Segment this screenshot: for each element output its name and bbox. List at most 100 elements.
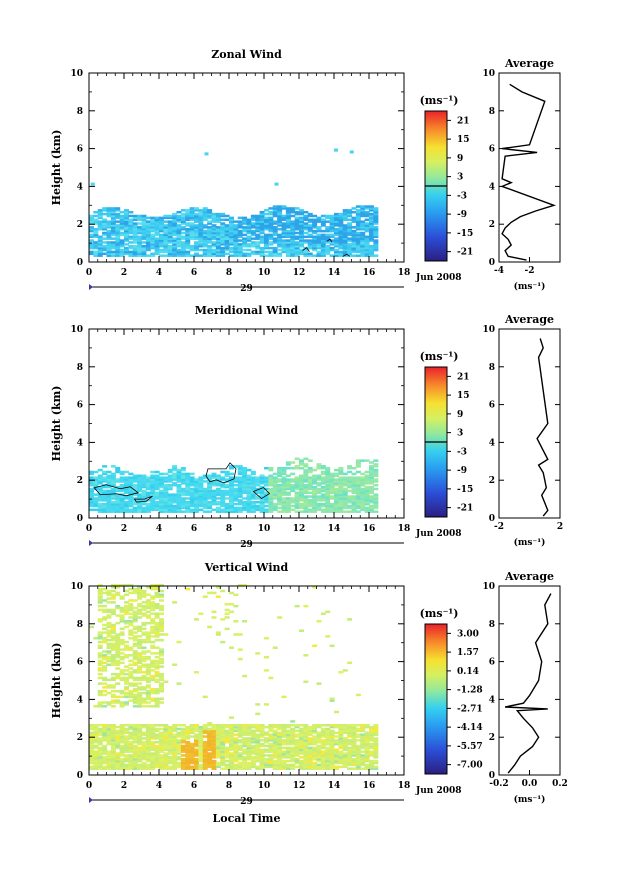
heatmap-cell [342, 229, 348, 233]
heatmap-cell [307, 746, 313, 750]
heatmap-cell [163, 733, 169, 736]
heatmap-cell [250, 729, 256, 733]
heatmap-cell [342, 744, 348, 748]
heatmap-cell [255, 733, 261, 736]
heatmap-cell [189, 748, 195, 752]
heatmap-cell [347, 767, 353, 770]
heatmap-cell [224, 489, 230, 493]
heatmap-cell [360, 226, 366, 229]
heatmap-cell [312, 226, 318, 229]
heatmap-cell [342, 500, 348, 504]
heatmap-cell [277, 207, 283, 210]
heatmap-cell [259, 218, 265, 222]
heatmap-cell [119, 510, 125, 513]
heatmap-cell [303, 654, 309, 657]
heatmap-cell [220, 500, 226, 504]
heatmap-cell [102, 757, 108, 761]
heatmap-cell [307, 499, 313, 502]
heatmap-cell [102, 246, 108, 250]
heatmap-cell [124, 510, 129, 513]
heatmap-cell [250, 756, 256, 759]
heatmap-cell [299, 735, 304, 738]
heatmap-cell [237, 485, 243, 489]
heatmap-cell [115, 508, 121, 512]
heatmap-cell [150, 659, 156, 663]
heatmap-cell [351, 476, 357, 479]
heatmap-cell [128, 737, 134, 740]
heatmap-cell [229, 757, 234, 761]
heatmap-cell [220, 493, 226, 496]
heatmap-cell [172, 759, 178, 763]
heatmap-cell [154, 746, 160, 750]
heatmap-cell [198, 731, 204, 735]
heatmap-cell [97, 499, 103, 502]
heatmap-cell [115, 737, 121, 740]
heatmap-cell [150, 229, 156, 233]
heatmap-cell [189, 231, 195, 235]
heatmap-cell [128, 502, 134, 506]
heatmap-cell [185, 224, 191, 227]
heatmap-cell [194, 487, 199, 491]
heatmap-cell [141, 606, 147, 610]
x-tick-label: 2 [121, 268, 127, 278]
heatmap-cell [299, 740, 304, 744]
heatmap-cell [220, 478, 226, 481]
heatmap-cell [106, 750, 112, 753]
colorbar-tick-label: 3 [457, 173, 463, 183]
heatmap-cell [185, 763, 191, 767]
heatmap-cell [132, 661, 138, 665]
heatmap-cell [334, 482, 339, 485]
heatmap-cell [347, 729, 353, 733]
heatmap-cell [163, 233, 169, 237]
heatmap-cell [132, 735, 138, 738]
heatmap-cell [303, 226, 309, 229]
heatmap-cell [272, 731, 278, 735]
heatmap-cell [303, 472, 309, 476]
heatmap-cell [264, 744, 269, 748]
heatmap-cell [294, 757, 300, 761]
heatmap-cell [233, 246, 239, 250]
heatmap-cell [215, 723, 221, 727]
heatmap-cell [347, 250, 353, 254]
heatmap-cell [159, 472, 164, 476]
heatmap-cell [207, 625, 213, 629]
heatmap-cell [132, 591, 138, 595]
heatmap-cell [316, 746, 322, 750]
heatmap-cell [154, 763, 160, 767]
heatmap-cell [124, 680, 129, 683]
heatmap-cell [303, 746, 309, 750]
heatmap-cell [185, 750, 191, 753]
heatmap-cell [102, 735, 108, 738]
heatmap-cell [176, 241, 182, 244]
heatmap-cell [150, 665, 156, 668]
heatmap-cell [373, 239, 379, 242]
heatmap-cell [229, 250, 234, 254]
heatmap-cell [145, 744, 151, 748]
heatmap-cell [119, 731, 125, 735]
heatmap-cell [242, 239, 248, 242]
heatmap-cell [259, 495, 265, 498]
heatmap-cell [110, 744, 116, 748]
heatmap-cell [198, 759, 204, 763]
heatmap-cell [364, 756, 370, 759]
heatmap-cell [124, 220, 129, 223]
heatmap-cell [110, 220, 116, 223]
heatmap-cell [299, 504, 304, 508]
heatmap-cell [220, 731, 226, 735]
heatmap-cell [115, 640, 121, 644]
heatmap-cell [342, 472, 348, 476]
heatmap-cell [229, 725, 234, 729]
heatmap-cell [338, 495, 344, 498]
average-y-tick-label: 2 [489, 220, 495, 230]
x-tick-label: 14 [328, 781, 341, 791]
heatmap-cell [167, 757, 173, 761]
heatmap-cell [89, 752, 94, 755]
heatmap-cell [124, 620, 129, 623]
heatmap-cell [307, 468, 313, 472]
heatmap-cell [250, 472, 256, 476]
heatmap-cell [303, 495, 309, 498]
heatmap-cell [237, 735, 243, 738]
heatmap-cell [373, 212, 379, 216]
heatmap-cell [220, 483, 226, 487]
heatmap-cell [338, 478, 344, 481]
